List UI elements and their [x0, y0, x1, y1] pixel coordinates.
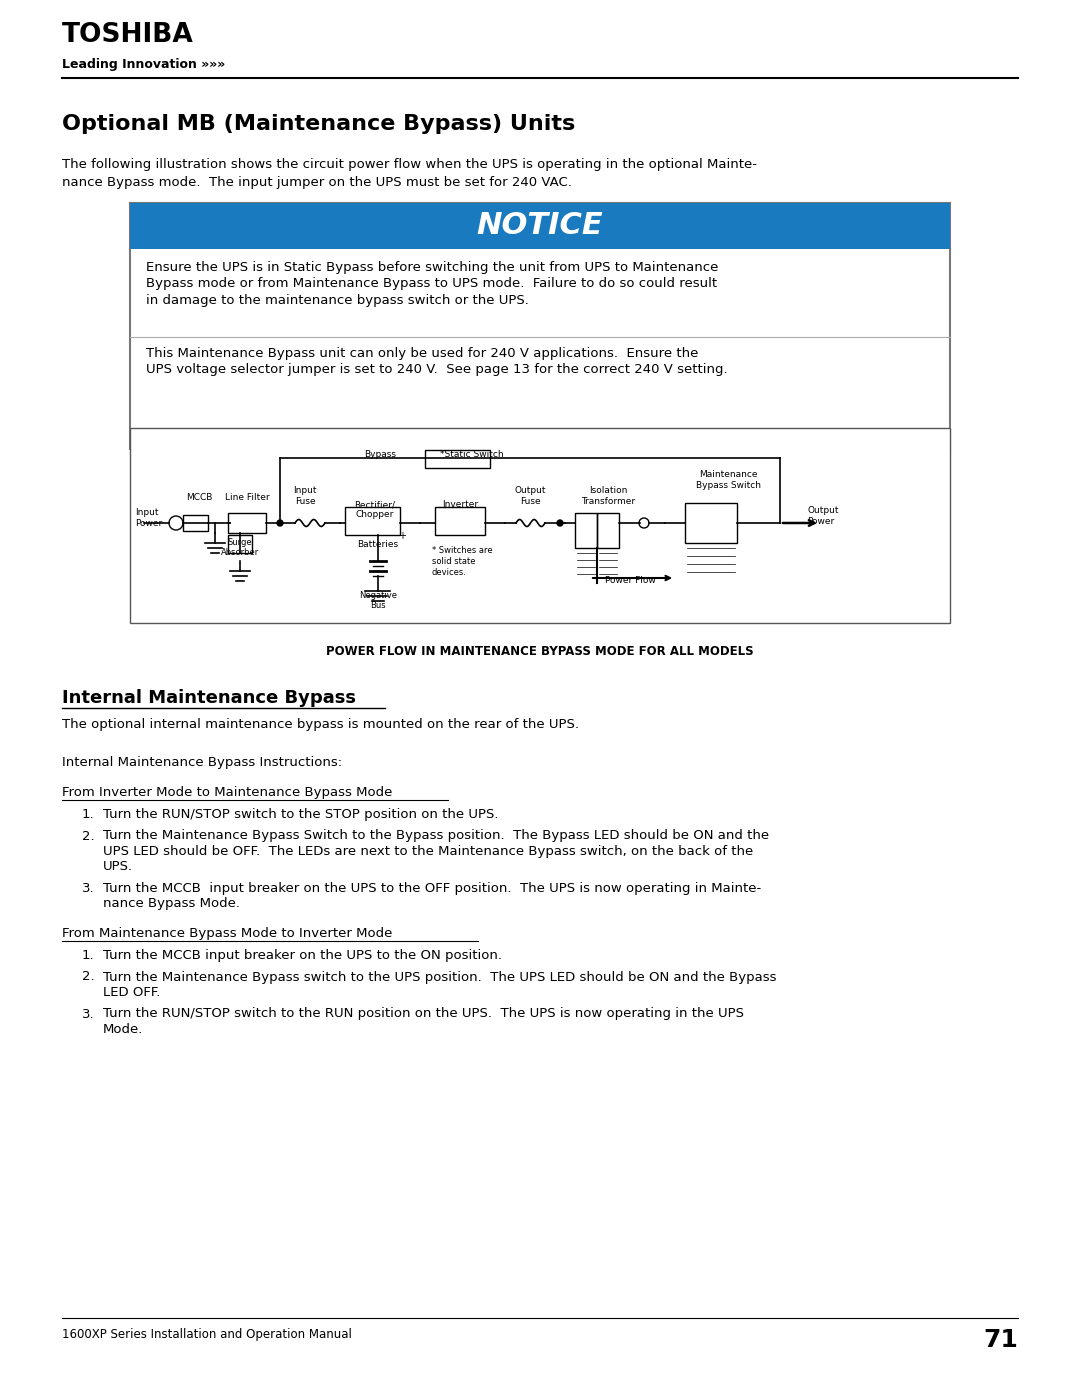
Text: Internal Maintenance Bypass Instructions:: Internal Maintenance Bypass Instructions…: [62, 756, 342, 768]
Text: Line Filter: Line Filter: [225, 493, 269, 502]
Text: nance Bypass Mode.: nance Bypass Mode.: [103, 897, 240, 911]
Text: From Maintenance Bypass Mode to Inverter Mode: From Maintenance Bypass Mode to Inverter…: [62, 928, 392, 940]
Text: POWER FLOW IN MAINTENANCE BYPASS MODE FOR ALL MODELS: POWER FLOW IN MAINTENANCE BYPASS MODE FO…: [326, 645, 754, 658]
Text: Internal Maintenance Bypass: Internal Maintenance Bypass: [62, 689, 356, 707]
Bar: [435, 507, 485, 535]
Text: 71: 71: [983, 1329, 1018, 1352]
Text: Power Flow: Power Flow: [605, 576, 656, 585]
Text: LED OFF.: LED OFF.: [103, 986, 160, 999]
Text: 1600XP Series Installation and Operation Manual: 1600XP Series Installation and Operation…: [62, 1329, 352, 1341]
Text: Input
Fuse: Input Fuse: [294, 486, 316, 506]
Bar: [575, 513, 597, 548]
Text: Turn the MCCB input breaker on the UPS to the ON position.: Turn the MCCB input breaker on the UPS t…: [103, 949, 502, 963]
Text: UPS LED should be OFF.  The LEDs are next to the Maintenance Bypass switch, on t: UPS LED should be OFF. The LEDs are next…: [103, 845, 753, 858]
Text: MCCB: MCCB: [186, 493, 213, 502]
Text: Input
Power: Input Power: [135, 509, 162, 528]
Bar: [685, 503, 737, 543]
Text: Ensure the UPS is in Static Bypass before switching the unit from UPS to Mainten: Ensure the UPS is in Static Bypass befor…: [146, 261, 718, 274]
Text: Surge
Absorber: Surge Absorber: [221, 538, 259, 557]
Text: 1.: 1.: [82, 949, 95, 963]
Text: Output
Fuse: Output Fuse: [514, 486, 545, 506]
Text: Mode.: Mode.: [103, 1023, 144, 1037]
Text: Output
Power: Output Power: [807, 506, 838, 527]
Text: Turn the RUN/STOP switch to the RUN position on the UPS.  The UPS is now operati: Turn the RUN/STOP switch to the RUN posi…: [103, 1007, 744, 1020]
Text: Maintenance
Bypass Switch: Maintenance Bypass Switch: [696, 469, 760, 490]
Bar: [345, 507, 400, 535]
Circle shape: [276, 520, 283, 527]
Text: Turn the Maintenance Bypass Switch to the Bypass position.  The Bypass LED shoul: Turn the Maintenance Bypass Switch to th…: [103, 830, 769, 842]
Text: 1.: 1.: [82, 807, 95, 821]
Bar: [130, 203, 950, 249]
Text: The optional internal maintenance bypass is mounted on the rear of the UPS.: The optional internal maintenance bypass…: [62, 718, 579, 731]
Bar: [228, 513, 266, 534]
Text: Batteries: Batteries: [357, 541, 399, 549]
Bar: [130, 427, 950, 623]
Text: * Switches are
solid state
devices.: * Switches are solid state devices.: [432, 546, 492, 577]
Text: TOSHIBA: TOSHIBA: [62, 22, 193, 47]
Bar: [183, 515, 208, 531]
Text: From Inverter Mode to Maintenance Bypass Mode: From Inverter Mode to Maintenance Bypass…: [62, 787, 392, 799]
Text: 3.: 3.: [82, 1007, 95, 1020]
Text: Inverter: Inverter: [442, 500, 478, 509]
Circle shape: [557, 520, 563, 527]
Text: Bypass mode or from Maintenance Bypass to UPS mode.  Failure to do so could resu: Bypass mode or from Maintenance Bypass t…: [146, 278, 717, 291]
Text: 2.: 2.: [82, 971, 95, 983]
Text: Bypass: Bypass: [364, 450, 396, 460]
Text: UPS voltage selector jumper is set to 240 V.  See page 13 for the correct 240 V : UPS voltage selector jumper is set to 24…: [146, 363, 728, 377]
Text: UPS.: UPS.: [103, 861, 133, 873]
Text: NOTICE: NOTICE: [476, 211, 604, 240]
Text: Turn the Maintenance Bypass switch to the UPS position.  The UPS LED should be O: Turn the Maintenance Bypass switch to th…: [103, 971, 777, 983]
Bar: [130, 203, 950, 448]
Text: The following illustration shows the circuit power flow when the UPS is operatin: The following illustration shows the cir…: [62, 158, 757, 170]
Text: 2.: 2.: [82, 830, 95, 842]
Text: +: +: [399, 531, 406, 541]
Bar: [426, 450, 490, 468]
Text: Isolation
Transformer: Isolation Transformer: [581, 486, 635, 506]
Text: in damage to the maintenance bypass switch or the UPS.: in damage to the maintenance bypass swit…: [146, 293, 529, 307]
Text: This Maintenance Bypass unit can only be used for 240 V applications.  Ensure th: This Maintenance Bypass unit can only be…: [146, 346, 699, 360]
Bar: [228, 535, 252, 553]
Text: Turn the MCCB  input breaker on the UPS to the OFF position.  The UPS is now ope: Turn the MCCB input breaker on the UPS t…: [103, 882, 761, 895]
Text: nance Bypass mode.  The input jumper on the UPS must be set for 240 VAC.: nance Bypass mode. The input jumper on t…: [62, 176, 572, 189]
Bar: [597, 513, 619, 548]
Text: Negative
Bus: Negative Bus: [359, 591, 397, 610]
Text: 3.: 3.: [82, 882, 95, 895]
Text: Leading Innovation »»»: Leading Innovation »»»: [62, 59, 226, 71]
Text: Optional MB (Maintenance Bypass) Units: Optional MB (Maintenance Bypass) Units: [62, 115, 576, 134]
Text: *Static Switch: *Static Switch: [440, 450, 503, 460]
Text: Rectifier/
Chopper: Rectifier/ Chopper: [354, 500, 395, 520]
Text: Turn the RUN/STOP switch to the STOP position on the UPS.: Turn the RUN/STOP switch to the STOP pos…: [103, 807, 499, 821]
